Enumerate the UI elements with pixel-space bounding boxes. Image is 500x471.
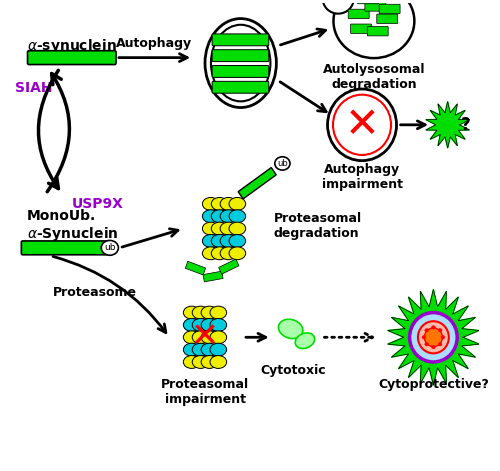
Ellipse shape [210,343,226,356]
Ellipse shape [432,345,436,349]
FancyBboxPatch shape [212,34,269,46]
Ellipse shape [323,0,354,14]
Ellipse shape [205,18,277,107]
Ellipse shape [229,210,246,223]
Ellipse shape [418,321,449,353]
Ellipse shape [410,313,457,362]
Text: ub: ub [277,159,288,168]
Ellipse shape [425,329,428,332]
Ellipse shape [212,235,228,247]
Ellipse shape [201,318,218,332]
Text: Proteasome: Proteasome [52,286,136,299]
FancyBboxPatch shape [377,14,398,24]
Polygon shape [203,271,223,282]
Ellipse shape [202,197,219,210]
Ellipse shape [201,331,218,344]
Ellipse shape [229,247,246,260]
Ellipse shape [424,328,442,347]
FancyBboxPatch shape [212,65,269,77]
Ellipse shape [202,210,219,223]
Ellipse shape [438,342,442,346]
Ellipse shape [184,318,200,332]
Ellipse shape [201,343,218,356]
Ellipse shape [202,222,219,235]
FancyBboxPatch shape [365,2,386,11]
Ellipse shape [334,0,414,58]
FancyBboxPatch shape [379,4,400,14]
FancyBboxPatch shape [350,24,372,33]
Ellipse shape [184,306,200,319]
Ellipse shape [229,222,246,235]
Ellipse shape [333,95,391,155]
FancyBboxPatch shape [368,26,388,36]
Ellipse shape [432,325,436,329]
Text: Cytotoxic: Cytotoxic [260,365,326,377]
Ellipse shape [184,343,200,356]
Polygon shape [186,261,206,275]
FancyBboxPatch shape [212,50,269,62]
Ellipse shape [102,240,118,255]
Text: $\alpha$-synuclein: $\alpha$-synuclein [27,37,117,55]
Ellipse shape [192,356,209,368]
Text: SIAH: SIAH [14,81,52,95]
FancyBboxPatch shape [22,241,108,255]
FancyBboxPatch shape [348,9,369,18]
Ellipse shape [441,335,445,339]
Ellipse shape [201,356,218,368]
Text: ✕: ✕ [191,321,219,354]
Polygon shape [238,168,276,199]
Ellipse shape [422,335,426,339]
FancyBboxPatch shape [212,81,269,93]
Text: Autophagy
impairment: Autophagy impairment [322,163,402,191]
Ellipse shape [229,197,246,210]
Ellipse shape [212,197,228,210]
Ellipse shape [328,89,396,161]
Ellipse shape [184,331,200,344]
Ellipse shape [210,331,226,344]
Text: ?: ? [460,116,470,134]
Ellipse shape [220,247,237,260]
Ellipse shape [438,329,442,332]
Ellipse shape [212,222,228,235]
Polygon shape [388,289,479,385]
Text: ub: ub [104,244,116,252]
Ellipse shape [210,306,226,319]
Ellipse shape [211,25,270,101]
Ellipse shape [229,235,246,247]
Ellipse shape [220,222,237,235]
Ellipse shape [220,197,237,210]
Text: Autophagy: Autophagy [116,37,192,50]
Ellipse shape [275,157,290,170]
Ellipse shape [220,210,237,223]
Ellipse shape [202,235,219,247]
Ellipse shape [184,356,200,368]
Text: ✕: ✕ [344,104,380,146]
Text: Cytoprotective?: Cytoprotective? [378,378,489,391]
Ellipse shape [425,342,428,346]
Ellipse shape [210,318,226,332]
Text: Proteasomal
impairment: Proteasomal impairment [161,378,249,406]
Text: Autolysosomal
degradation: Autolysosomal degradation [322,63,425,91]
FancyBboxPatch shape [358,0,378,4]
Polygon shape [218,259,239,274]
Ellipse shape [210,356,226,368]
Ellipse shape [295,333,314,349]
Ellipse shape [278,319,303,339]
Polygon shape [426,102,470,148]
Ellipse shape [202,247,219,260]
Text: MonoUb.: MonoUb. [26,209,96,223]
Ellipse shape [201,306,218,319]
Ellipse shape [192,318,209,332]
Text: USP9X: USP9X [72,197,124,211]
Text: $\alpha$-Synuclein: $\alpha$-Synuclein [26,225,118,243]
Ellipse shape [212,247,228,260]
Ellipse shape [212,210,228,223]
Ellipse shape [220,235,237,247]
Text: Proteasomal
degradation: Proteasomal degradation [274,212,362,240]
Ellipse shape [192,306,209,319]
Ellipse shape [192,331,209,344]
FancyBboxPatch shape [28,51,116,65]
Ellipse shape [192,343,209,356]
